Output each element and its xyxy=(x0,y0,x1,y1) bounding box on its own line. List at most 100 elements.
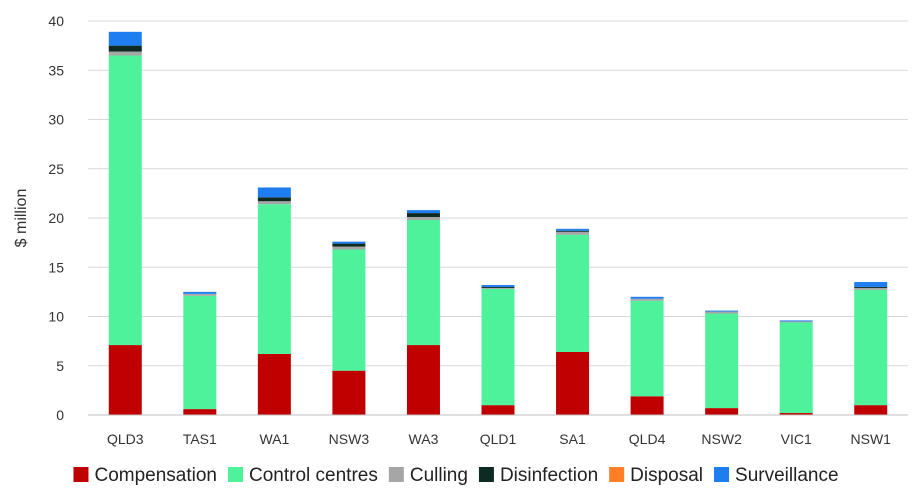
legend-label: Disinfection xyxy=(500,465,598,486)
bar-segment xyxy=(779,321,813,323)
bar-stack-wa3 xyxy=(406,210,440,415)
y-tick-label: 20 xyxy=(48,210,64,226)
x-tick-label: WA1 xyxy=(259,431,289,447)
bar-segment xyxy=(556,230,590,232)
x-tick-label: SA1 xyxy=(559,431,586,447)
bar-segment xyxy=(481,284,515,287)
legend-label: Surveillance xyxy=(735,465,839,486)
y-tick-label: 40 xyxy=(48,13,64,29)
bar-segment xyxy=(332,246,366,250)
legend-swatch xyxy=(714,467,730,482)
legend-item: Compensation xyxy=(73,465,217,486)
x-tick-label: QLD4 xyxy=(629,431,666,447)
bar-segment xyxy=(332,249,366,371)
legend-swatch xyxy=(388,467,404,482)
legend-item: Surveillance xyxy=(714,465,839,486)
legend-item: Control centres xyxy=(228,465,378,486)
bar-segment xyxy=(705,313,739,409)
bar-stack-vic1 xyxy=(779,320,813,415)
bar-segment xyxy=(630,296,664,299)
bar-segment xyxy=(108,31,142,46)
bar-segment xyxy=(406,217,440,220)
bar-segment xyxy=(183,409,217,415)
y-tick-label: 15 xyxy=(48,259,64,275)
bar-segment xyxy=(556,231,590,235)
bar-segment xyxy=(779,322,813,414)
bar-segment xyxy=(332,370,366,415)
y-tick-label: 5 xyxy=(56,358,64,374)
x-tick-label: QLD1 xyxy=(480,431,517,447)
bar-segment xyxy=(257,204,291,354)
bar-segment xyxy=(108,51,142,56)
bar-segment xyxy=(257,353,291,415)
bar-segment xyxy=(108,55,142,346)
bar-segment xyxy=(854,286,888,288)
bar-segment xyxy=(481,405,515,415)
bar-segment xyxy=(779,320,813,322)
x-tick-label: NSW2 xyxy=(701,431,742,447)
bar-segment xyxy=(630,300,664,397)
legend-label: Disposal xyxy=(630,465,703,486)
bar-segment xyxy=(406,210,440,214)
bar-segment xyxy=(854,405,888,415)
legend-item: Disposal xyxy=(609,465,703,486)
bar-segment xyxy=(406,213,440,218)
legend-label: Control centres xyxy=(249,465,378,486)
bar-segment xyxy=(406,345,440,415)
bar-segment xyxy=(630,298,664,301)
legend-swatch xyxy=(609,467,625,482)
y-tick-label: 10 xyxy=(48,309,64,325)
bar-segment xyxy=(332,243,366,247)
legend-item: Culling xyxy=(388,465,468,486)
x-tick-label: NSW3 xyxy=(329,431,370,447)
bar-segment xyxy=(481,286,515,288)
bar-segment xyxy=(556,228,590,231)
bar-segment xyxy=(779,413,813,415)
bars xyxy=(108,31,888,415)
y-tick-label: 25 xyxy=(48,161,64,177)
bar-stack-nsw1 xyxy=(854,282,888,415)
x-tick-label: NSW1 xyxy=(851,431,892,447)
legend: Compensation Control centres Culling Disinf… xyxy=(73,465,839,486)
bar-segment xyxy=(183,291,217,294)
gridlines xyxy=(88,20,908,367)
bar-segment xyxy=(481,288,515,406)
bar-segment xyxy=(705,408,739,415)
bar-segment xyxy=(406,219,440,346)
bar-stack-wa1 xyxy=(257,187,291,415)
bar-segment xyxy=(108,45,142,52)
y-axis-label: $ million xyxy=(13,189,30,248)
legend-label: Compensation xyxy=(94,465,217,486)
bar-stack-tas1 xyxy=(183,291,217,415)
legend-swatch xyxy=(228,467,243,482)
x-tick-label: VIC1 xyxy=(781,431,812,447)
bar-segment xyxy=(854,287,888,290)
bar-stack-qld3 xyxy=(108,31,142,415)
bar-segment xyxy=(854,282,888,287)
bar-stack-nsw3 xyxy=(332,241,366,415)
y-tick-label: 30 xyxy=(48,112,64,128)
legend-label: Culling xyxy=(410,465,468,486)
legend-swatch xyxy=(478,467,494,482)
bar-stack-nsw2 xyxy=(705,310,739,415)
bar-segment xyxy=(183,293,217,296)
bar-segment xyxy=(705,311,739,314)
x-tick-label: WA3 xyxy=(409,431,439,447)
bar-segment xyxy=(556,234,590,352)
bar-segment xyxy=(257,201,291,205)
legend-swatch xyxy=(73,467,89,482)
x-axis-ticks: QLD3 TAS1 WA1 NSW3 WA3 QLD1 SA1 QLD4 NSW2 VIC1 NSW… xyxy=(107,431,891,447)
y-tick-label: 0 xyxy=(56,407,64,423)
bar-segment xyxy=(481,287,515,289)
bar-segment xyxy=(257,197,291,202)
bar-segment xyxy=(183,295,217,410)
x-tick-label: TAS1 xyxy=(183,431,217,447)
bar-segment xyxy=(332,241,366,244)
y-tick-label: 35 xyxy=(48,62,64,78)
bar-segment xyxy=(108,345,142,415)
bar-segment xyxy=(630,396,664,415)
legend-item: Disinfection xyxy=(478,465,598,486)
bar-stack-qld4 xyxy=(630,296,664,415)
bar-segment xyxy=(257,187,291,198)
